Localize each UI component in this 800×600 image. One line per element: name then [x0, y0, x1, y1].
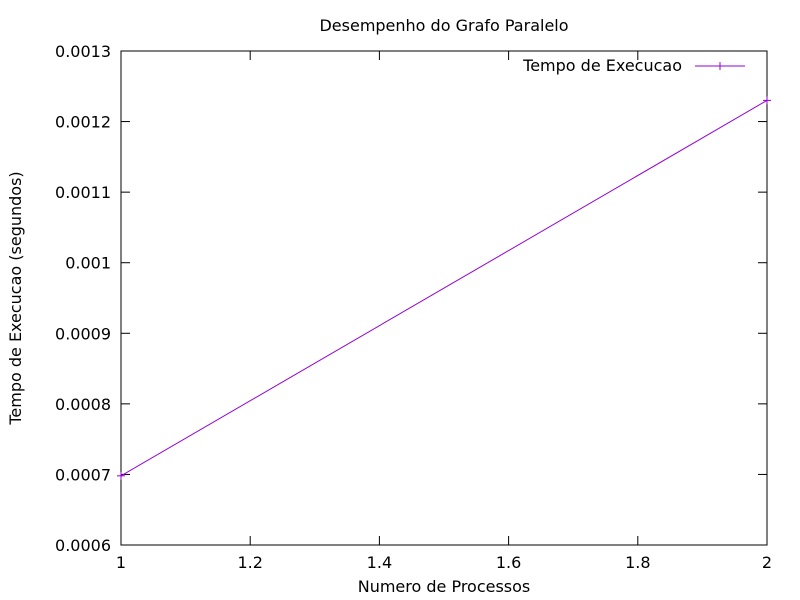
legend: Tempo de Execucao — [522, 56, 745, 75]
y-tick-label: 0.0013 — [55, 42, 111, 61]
chart-title: Desempenho do Grafo Paralelo — [319, 16, 568, 35]
y-axis-ticks: 0.0006 0.0007 0.0008 0.0009 0.001 0.0011 0.001… — [55, 42, 767, 555]
series-line — [120, 99, 768, 477]
series-layer — [117, 96, 771, 480]
y-tick-label: 0.0012 — [55, 113, 111, 132]
y-tick-label: 0.0011 — [55, 183, 111, 202]
y-tick-label: 0.0008 — [55, 395, 111, 414]
y-axis-label: Tempo de Execucao (segundos) — [6, 171, 25, 425]
x-tick-label: 1.6 — [496, 553, 521, 572]
legend-label: Tempo de Execucao — [522, 56, 682, 75]
x-tick-label: 1.4 — [367, 553, 392, 572]
plot-frame — [120, 50, 768, 546]
data-point — [763, 96, 771, 105]
x-tick-label: 2 — [762, 553, 772, 572]
y-tick-label: 0.0006 — [55, 536, 111, 555]
x-tick-label: 1 — [116, 553, 126, 572]
x-axis-ticks: 1 1.2 1.4 1.6 1.8 2 — [116, 51, 772, 572]
y-tick-label: 0.001 — [65, 254, 111, 273]
x-tick-label: 1.8 — [625, 553, 650, 572]
y-tick-label: 0.0007 — [55, 465, 111, 484]
data-point — [117, 471, 125, 480]
x-tick-label: 1.2 — [237, 553, 262, 572]
legend-marker — [716, 62, 724, 70]
y-tick-label: 0.0009 — [55, 324, 111, 343]
x-axis-label: Numero de Processos — [358, 577, 531, 596]
